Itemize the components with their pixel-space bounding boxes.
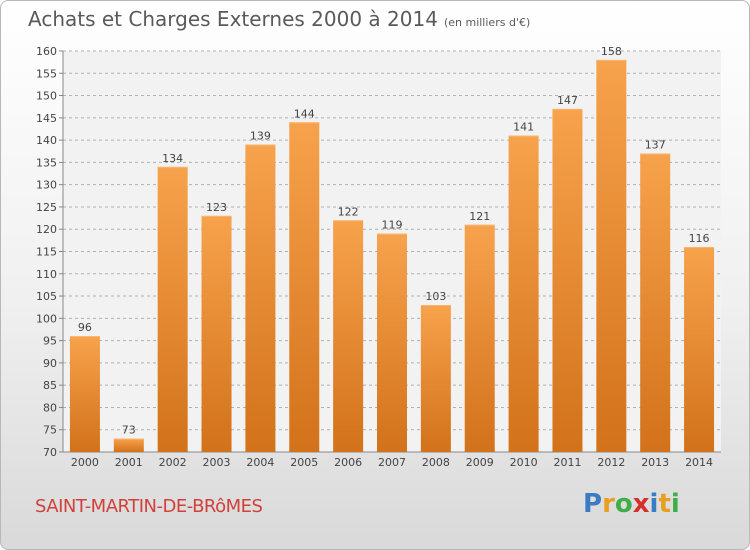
commune-name: SAINT-MARTIN-DE-BRôMES xyxy=(35,496,263,517)
x-tick-label: 2001 xyxy=(115,456,143,469)
y-tick-label: 115 xyxy=(36,246,57,259)
bar xyxy=(377,233,407,452)
y-tick-label: 130 xyxy=(36,179,57,192)
x-tick-label: 2007 xyxy=(378,456,406,469)
x-tick-label: 2009 xyxy=(466,456,494,469)
y-tick-label: 110 xyxy=(36,268,57,281)
value-label: 116 xyxy=(689,232,710,245)
value-label: 139 xyxy=(250,130,271,143)
value-label: 73 xyxy=(122,424,136,437)
bar xyxy=(464,224,495,452)
x-tick-label: 2011 xyxy=(553,456,581,469)
value-label: 103 xyxy=(425,290,446,303)
logo-letter: r xyxy=(602,489,615,519)
bar xyxy=(684,247,715,452)
y-tick-label: 80 xyxy=(43,401,57,414)
y-tick-label: 145 xyxy=(36,112,57,125)
bar xyxy=(289,122,320,453)
bar xyxy=(201,215,232,452)
bar xyxy=(552,108,583,452)
y-tick-label: 85 xyxy=(43,379,57,392)
bar-layer xyxy=(69,59,715,453)
bar xyxy=(420,304,451,452)
value-label: 119 xyxy=(382,219,403,232)
proxiti-logo: Proxiti xyxy=(583,489,680,519)
x-tick-label: 2008 xyxy=(422,456,450,469)
value-label: 121 xyxy=(469,210,490,223)
value-label: 123 xyxy=(206,201,227,214)
bar xyxy=(113,438,144,452)
value-label: 134 xyxy=(162,152,183,165)
x-tick-label: 2000 xyxy=(71,456,99,469)
x-tick-label: 2010 xyxy=(510,456,538,469)
label-layer: 70 75 80 85 90 95 100 105 110 115 120 125 130 135 140 1… xyxy=(36,45,713,469)
y-tick-label: 120 xyxy=(36,223,57,236)
x-tick-label: 2006 xyxy=(334,456,362,469)
y-tick-label: 155 xyxy=(36,67,57,80)
x-tick-label: 2004 xyxy=(246,456,274,469)
logo-letter: P xyxy=(583,489,603,519)
logo-letter: i xyxy=(670,489,680,519)
title-unit: (en milliers d'€) xyxy=(443,16,531,29)
value-label: 96 xyxy=(78,321,92,334)
x-tick-label: 2012 xyxy=(597,456,625,469)
logo-letter: i xyxy=(649,489,659,519)
y-tick-label: 150 xyxy=(36,90,57,103)
title-text: Achats et Charges Externes 2000 à 2014 xyxy=(28,7,438,31)
y-tick-label: 160 xyxy=(36,45,57,58)
y-tick-label: 135 xyxy=(36,156,57,169)
logo-letter: t xyxy=(658,489,671,519)
bar xyxy=(508,135,539,452)
bar xyxy=(640,153,671,452)
value-label: 137 xyxy=(645,138,666,151)
bar xyxy=(333,220,364,452)
value-label: 144 xyxy=(294,107,315,120)
y-tick-label: 75 xyxy=(43,424,57,437)
x-tick-label: 2014 xyxy=(685,456,713,469)
y-tick-label: 140 xyxy=(36,134,57,147)
x-tick-label: 2003 xyxy=(203,456,231,469)
bar xyxy=(245,144,276,453)
x-tick-label: 2013 xyxy=(641,456,669,469)
y-tick-label: 70 xyxy=(43,446,57,459)
logo-letter: x xyxy=(632,489,650,519)
x-tick-label: 2002 xyxy=(159,456,187,469)
y-tick-label: 105 xyxy=(36,290,57,303)
bar xyxy=(157,166,188,452)
y-tick-label: 125 xyxy=(36,201,57,214)
value-label: 122 xyxy=(338,205,359,218)
value-label: 141 xyxy=(513,121,534,134)
value-label: 158 xyxy=(601,45,622,58)
chart-title: Achats et Charges Externes 2000 à 2014 (e… xyxy=(28,7,530,31)
y-tick-label: 95 xyxy=(43,335,57,348)
logo-letter: o xyxy=(614,489,633,519)
bar xyxy=(596,59,627,453)
y-tick-label: 90 xyxy=(43,357,57,370)
x-tick-label: 2005 xyxy=(290,456,318,469)
value-label: 147 xyxy=(557,94,578,107)
y-tick-label: 100 xyxy=(36,312,57,325)
bar xyxy=(69,336,100,452)
